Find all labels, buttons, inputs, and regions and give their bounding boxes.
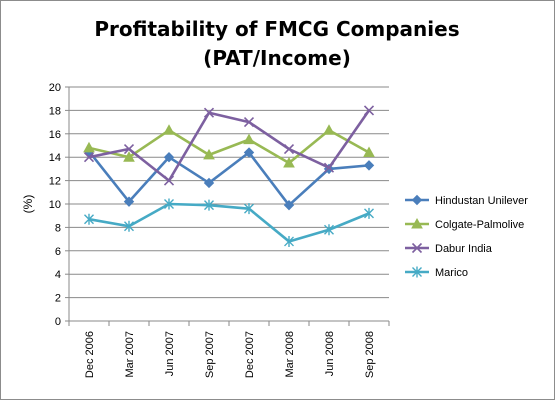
data-point-dabur-india-7 <box>363 105 375 116</box>
data-point-colgate-palmolive-1 <box>123 151 135 162</box>
legend-item-colgate-palmolive: Colgate-Palmolive <box>405 217 524 231</box>
legend-marker-colgate-palmolive <box>411 217 423 229</box>
series-line-dabur-india <box>88 109 371 182</box>
x-tick-label-0: Dec 2006 <box>84 331 96 378</box>
data-point-hindustan-unilever-7 <box>363 160 375 171</box>
data-point-dabur-india-5 <box>283 143 295 155</box>
data-point-dabur-india-6 <box>323 162 335 173</box>
data-point-hindustan-unilever-1 <box>123 196 135 207</box>
legend-marker-marico <box>412 266 422 278</box>
legend-label-hindustan-unilever: Hindustan Unilever <box>435 195 528 207</box>
data-point-colgate-palmolive-4 <box>243 133 255 145</box>
series-line-hindustan-unilever <box>87 150 370 207</box>
legend-item-marico: Marico <box>405 266 468 279</box>
y-tick-label-10: 10 <box>49 199 61 211</box>
data-point-marico-2 <box>164 198 174 210</box>
legend-item-dabur-india: Dabur India <box>405 242 493 255</box>
data-point-marico-4 <box>244 203 254 215</box>
x-tick-label-7: Sep 2008 <box>364 331 376 378</box>
x-tick-label-4: Dec 2007 <box>244 331 256 378</box>
x-tick-label-5: Mar 2008 <box>284 331 296 377</box>
data-point-colgate-palmolive-6 <box>323 124 335 135</box>
y-tick-label-0: 0 <box>55 316 61 328</box>
x-tick-label-6: Jun 2008 <box>324 331 336 376</box>
y-tick-label-4: 4 <box>55 269 61 281</box>
data-point-colgate-palmolive-0 <box>83 141 95 153</box>
series-marico <box>84 198 374 247</box>
y-tick-label-6: 6 <box>55 246 61 258</box>
data-point-dabur-india-1 <box>123 143 135 155</box>
legend-marker-hindustan-unilever <box>411 194 423 206</box>
y-tick-label-16: 16 <box>49 129 61 141</box>
x-tick-label-2: Jun 2007 <box>164 331 176 376</box>
data-point-hindustan-unilever-5 <box>283 199 295 211</box>
legend-label-dabur-india: Dabur India <box>435 243 493 255</box>
data-point-hindustan-unilever-2 <box>163 151 175 163</box>
y-tick-label-18: 18 <box>49 105 61 117</box>
x-tick-label-1: Mar 2007 <box>124 331 136 377</box>
y-tick-label-14: 14 <box>49 152 61 164</box>
data-point-hindustan-unilever-4 <box>243 147 255 158</box>
legend-marker-dabur-india <box>411 242 423 254</box>
chart-title-line-1: Profitability of FMCG Companies <box>94 17 459 41</box>
y-tick-label-8: 8 <box>55 222 61 234</box>
data-point-dabur-india-4 <box>243 117 255 128</box>
y-tick-label-12: 12 <box>49 176 61 188</box>
data-point-colgate-palmolive-5 <box>283 157 295 168</box>
data-point-marico-5 <box>284 235 294 247</box>
data-point-dabur-india-2 <box>163 175 175 186</box>
y-tick-label-2: 2 <box>55 293 61 305</box>
series-dabur-india <box>83 105 375 186</box>
data-point-marico-1 <box>124 220 134 232</box>
data-point-colgate-palmolive-2 <box>163 124 175 135</box>
chart-title-line-2: (PAT/Income) <box>203 46 351 70</box>
data-point-marico-6 <box>324 224 334 236</box>
data-point-dabur-india-3 <box>203 107 215 118</box>
legend-label-colgate-palmolive: Colgate-Palmolive <box>435 219 524 231</box>
legend-item-hindustan-unilever: Hindustan Unilever <box>405 194 528 207</box>
legend-label-marico: Marico <box>435 267 468 279</box>
y-tick-label-20: 20 <box>49 82 61 94</box>
series-line-marico <box>88 202 370 243</box>
y-axis-label: (%) <box>21 195 35 214</box>
data-point-dabur-india-0 <box>83 152 95 163</box>
data-point-colgate-palmolive-7 <box>363 146 375 158</box>
data-point-hindustan-unilever-3 <box>203 177 215 189</box>
chart-title: Profitability of FMCG Companies (PAT/Inc… <box>94 17 459 70</box>
x-tick-label-3: Sep 2007 <box>204 331 216 378</box>
data-point-marico-7 <box>364 207 374 219</box>
data-point-marico-0 <box>84 213 94 225</box>
plot-area: 0 2 4 6 8 10 12 14 16 18 20 Dec 2006 Mar 2007 Jun 200… <box>49 82 390 378</box>
data-point-colgate-palmolive-3 <box>203 148 215 160</box>
legend: Hindustan Unilever Colgate-Palmolive Dabur… <box>405 194 528 279</box>
data-point-marico-3 <box>204 199 214 211</box>
